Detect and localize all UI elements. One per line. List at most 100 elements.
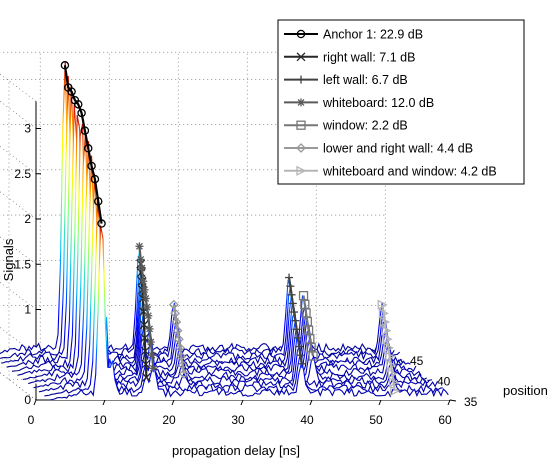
trace-line bbox=[1, 84, 401, 364]
series-0 bbox=[60, 61, 106, 228]
y-axis-label: position bbox=[503, 383, 548, 398]
series-point bbox=[97, 219, 106, 228]
z-tick-label: 0 bbox=[24, 393, 31, 407]
legend-label: lower and right wall: 4.4 dB bbox=[323, 142, 473, 156]
series-2 bbox=[285, 273, 306, 368]
series-4 bbox=[298, 290, 318, 361]
series-point bbox=[87, 161, 96, 171]
series-lines bbox=[60, 61, 401, 397]
series-point bbox=[141, 286, 148, 294]
series-point bbox=[177, 360, 188, 370]
box-edge bbox=[0, 73, 37, 102]
legend-swatch-marker bbox=[296, 52, 306, 62]
legend-label: left wall: 6.7 dB bbox=[323, 73, 408, 87]
series-point bbox=[60, 61, 70, 70]
legend-swatch-marker bbox=[296, 165, 307, 176]
series-point bbox=[171, 317, 182, 327]
series-point bbox=[135, 242, 143, 250]
trace-line bbox=[0, 61, 390, 355]
grid-line-z bbox=[0, 327, 37, 355]
x-tick-mark bbox=[33, 399, 37, 406]
legend-label: window: 2.2 dB bbox=[322, 119, 408, 133]
x-tick-mark bbox=[447, 399, 451, 406]
x-tick-mark bbox=[102, 399, 106, 406]
series-point bbox=[70, 95, 80, 105]
legend-label: right wall: 7.1 dB bbox=[323, 50, 415, 64]
series-point bbox=[141, 359, 151, 369]
x-tick-mark bbox=[171, 399, 175, 406]
series-point bbox=[390, 385, 401, 397]
series-point bbox=[298, 290, 309, 301]
grid-line-z bbox=[0, 146, 37, 174]
grid-line-x bbox=[0, 372, 37, 401]
series-point bbox=[64, 83, 73, 92]
series-3 bbox=[135, 242, 158, 373]
series-point bbox=[90, 174, 100, 184]
y-tick-mark bbox=[449, 399, 457, 402]
series-point bbox=[175, 342, 186, 353]
legend-swatch-marker bbox=[296, 29, 306, 39]
x-tick-label: 60 bbox=[438, 413, 452, 427]
x-tick-label: 0 bbox=[28, 413, 35, 427]
series-point bbox=[139, 320, 149, 330]
series-point bbox=[147, 338, 155, 346]
series-point bbox=[141, 372, 151, 382]
series-point bbox=[142, 295, 150, 302]
z-tick-label: 3 bbox=[24, 122, 31, 136]
series-point bbox=[170, 308, 180, 319]
z-tick-label: 1.5 bbox=[14, 257, 31, 271]
y-tick-label: 35 bbox=[464, 395, 478, 409]
legend-item-4: window: 2.2 dB bbox=[284, 119, 408, 133]
series-point bbox=[148, 351, 156, 359]
x-tick-label: 30 bbox=[231, 413, 245, 427]
series-point bbox=[380, 316, 391, 328]
grid-line-z bbox=[0, 281, 37, 310]
legend-item-0: Anchor 1: 22.9 dB bbox=[284, 28, 423, 42]
series-point bbox=[383, 342, 394, 353]
series-point bbox=[178, 368, 189, 379]
legend-item-1: right wall: 7.1 dB bbox=[284, 50, 415, 64]
series-point bbox=[382, 334, 393, 345]
x-tick-label: 10 bbox=[93, 413, 107, 427]
x-axis-label: propagation delay [ns] bbox=[172, 443, 300, 458]
series-point bbox=[140, 333, 150, 343]
y-tick-label: 40 bbox=[437, 375, 451, 389]
trace-line bbox=[44, 200, 443, 397]
series-1 bbox=[136, 259, 151, 382]
series-point bbox=[139, 277, 147, 285]
legend-item-6: whiteboard and window: 4.2 dB bbox=[284, 164, 497, 178]
grid-line-z bbox=[0, 100, 37, 129]
series-point bbox=[168, 299, 179, 310]
series-5 bbox=[168, 299, 189, 379]
series-point bbox=[172, 325, 183, 336]
series-point bbox=[144, 312, 152, 320]
series-point bbox=[80, 126, 90, 135]
series-point bbox=[385, 351, 396, 362]
x-tick-mark bbox=[378, 399, 382, 406]
x-tick-mark bbox=[240, 399, 244, 406]
series-point bbox=[137, 255, 145, 263]
legend-swatch-marker bbox=[296, 143, 306, 153]
series-point bbox=[149, 364, 157, 372]
trace-line bbox=[49, 225, 449, 401]
series-point bbox=[93, 197, 103, 206]
series-point bbox=[83, 144, 93, 153]
legend-item-5: lower and right wall: 4.4 dB bbox=[284, 142, 473, 156]
grid-line-z bbox=[0, 191, 37, 220]
series-point bbox=[176, 351, 187, 362]
series-point bbox=[140, 346, 150, 356]
legend-label: Anchor 1: 22.9 dB bbox=[323, 28, 423, 42]
legend-item-3: whiteboard: 12.0 dB bbox=[284, 96, 434, 110]
z-axis-label: Signals bbox=[1, 238, 16, 281]
x-tick-label: 20 bbox=[162, 413, 176, 427]
series-point bbox=[146, 325, 153, 333]
series-point bbox=[173, 334, 184, 345]
series-point bbox=[143, 303, 151, 311]
series-point bbox=[387, 368, 398, 379]
legend-label: whiteboard and window: 4.2 dB bbox=[322, 164, 497, 178]
legend-item-2: left wall: 6.7 dB bbox=[284, 73, 408, 87]
z-tick-label: 1 bbox=[24, 303, 31, 317]
z-tick-label: 2.5 bbox=[14, 167, 31, 181]
x-tick-label: 40 bbox=[300, 413, 314, 427]
